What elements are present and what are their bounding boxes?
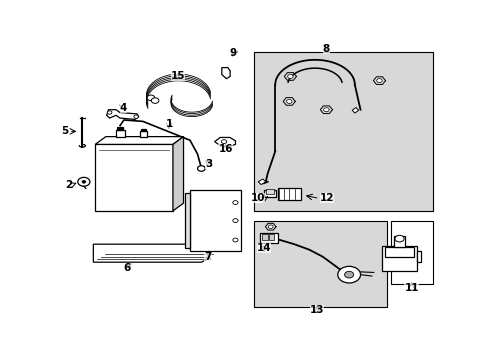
Circle shape	[268, 225, 272, 229]
Circle shape	[286, 99, 291, 103]
Text: 2: 2	[65, 180, 72, 190]
Polygon shape	[93, 240, 209, 262]
Polygon shape	[351, 108, 358, 113]
Bar	[416, 251, 420, 262]
Text: 6: 6	[123, 263, 131, 273]
Text: 13: 13	[309, 305, 324, 315]
Circle shape	[147, 95, 154, 100]
Polygon shape	[95, 136, 183, 144]
Text: 12: 12	[319, 193, 333, 203]
Bar	[382, 246, 416, 270]
Circle shape	[287, 75, 292, 78]
Text: 1: 1	[165, 119, 172, 129]
Bar	[115, 130, 124, 136]
Circle shape	[344, 271, 353, 278]
Circle shape	[82, 180, 85, 183]
Bar	[265, 189, 274, 194]
Circle shape	[232, 201, 238, 204]
Text: 15: 15	[170, 72, 185, 81]
Text: 7: 7	[204, 252, 211, 262]
Bar	[140, 131, 147, 136]
Text: 5: 5	[61, 126, 68, 136]
Polygon shape	[106, 110, 139, 120]
Circle shape	[221, 140, 226, 144]
Polygon shape	[222, 68, 230, 79]
Text: 9: 9	[229, 49, 237, 58]
Bar	[254, 221, 386, 307]
Circle shape	[232, 219, 238, 222]
Bar	[393, 236, 405, 247]
Bar	[95, 144, 173, 211]
Circle shape	[134, 115, 138, 118]
Circle shape	[151, 98, 159, 103]
Text: 3: 3	[205, 159, 212, 169]
Bar	[185, 193, 189, 248]
Circle shape	[232, 238, 238, 242]
Bar	[117, 127, 123, 130]
Circle shape	[107, 111, 112, 114]
Text: 16: 16	[218, 144, 232, 154]
Circle shape	[337, 266, 360, 283]
Bar	[260, 233, 277, 243]
Polygon shape	[173, 136, 183, 211]
Bar	[141, 129, 145, 131]
Circle shape	[323, 108, 328, 112]
Bar	[254, 51, 432, 211]
Circle shape	[78, 177, 90, 186]
Circle shape	[376, 78, 382, 82]
Bar	[390, 221, 432, 284]
Circle shape	[394, 235, 403, 242]
Polygon shape	[214, 138, 235, 146]
Bar	[264, 190, 275, 197]
Text: 14: 14	[256, 243, 271, 253]
Bar	[385, 247, 413, 257]
Circle shape	[197, 166, 205, 171]
Text: 4: 4	[120, 103, 127, 113]
Polygon shape	[258, 179, 265, 185]
Text: 11: 11	[404, 283, 418, 293]
Bar	[268, 234, 274, 240]
Bar	[262, 234, 267, 240]
Text: 8: 8	[322, 44, 329, 54]
Bar	[189, 190, 241, 251]
Text: 10: 10	[250, 193, 264, 203]
Bar	[277, 188, 300, 199]
